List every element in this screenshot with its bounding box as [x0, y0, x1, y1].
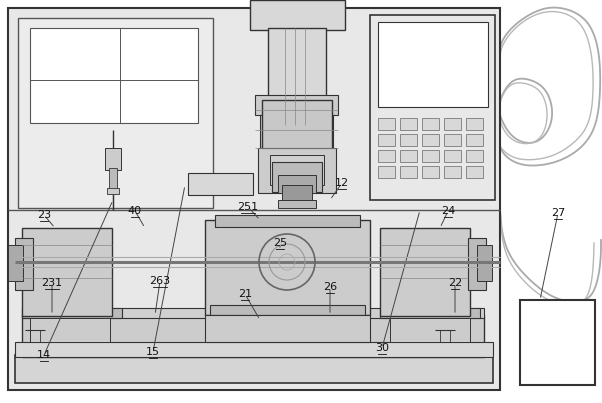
Text: 231: 231 [42, 278, 63, 288]
Bar [400, 150, 417, 162]
Bar [105, 148, 121, 170]
Bar [378, 134, 395, 146]
Bar [258, 148, 336, 193]
Bar [422, 150, 439, 162]
Bar [18, 18, 213, 208]
Bar [400, 118, 417, 130]
Bar [8, 8, 500, 390]
Bar [260, 115, 333, 175]
Text: 15: 15 [146, 347, 160, 357]
Bar [378, 166, 395, 178]
Bar [520, 300, 595, 385]
Text: 12: 12 [335, 178, 349, 188]
Bar [268, 28, 326, 153]
Text: 30: 30 [375, 343, 389, 353]
Text: 26: 26 [323, 282, 337, 292]
Bar [380, 228, 470, 316]
Bar [15, 342, 493, 357]
Bar [466, 166, 483, 178]
Bar [378, 118, 395, 130]
Bar [444, 134, 461, 146]
Bar [378, 22, 488, 107]
Bar [466, 118, 483, 130]
Bar [444, 150, 461, 162]
Bar [255, 95, 338, 115]
Bar [444, 118, 461, 130]
Bar [15, 238, 33, 290]
Bar [272, 162, 322, 192]
Text: 14: 14 [37, 350, 51, 360]
Bar [400, 134, 417, 146]
Bar [215, 215, 360, 227]
Bar [282, 185, 312, 203]
Text: 24: 24 [441, 206, 455, 216]
Bar [466, 134, 483, 146]
Bar [380, 308, 480, 318]
Bar [270, 155, 324, 185]
Bar [8, 245, 23, 281]
Bar [22, 315, 484, 357]
Text: 23: 23 [37, 210, 51, 220]
Bar [205, 220, 370, 315]
Bar [262, 100, 332, 180]
Bar [370, 15, 495, 200]
Text: 40: 40 [128, 206, 142, 216]
Bar [278, 200, 316, 208]
Bar [278, 175, 316, 193]
Bar [250, 0, 345, 30]
Bar [468, 238, 486, 290]
Bar [30, 318, 110, 342]
Bar [205, 315, 370, 342]
Bar [107, 188, 119, 194]
Bar [15, 355, 493, 383]
Text: 22: 22 [448, 278, 462, 288]
Bar [22, 228, 112, 316]
Text: 27: 27 [551, 208, 565, 218]
Bar [210, 305, 365, 315]
Bar [22, 308, 484, 318]
Text: 251: 251 [237, 202, 259, 212]
Text: 25: 25 [273, 238, 287, 248]
Bar [422, 134, 439, 146]
Bar [422, 166, 439, 178]
Bar [109, 168, 117, 190]
Text: 263: 263 [149, 276, 170, 286]
Bar [466, 150, 483, 162]
Bar [378, 150, 395, 162]
Bar [422, 118, 439, 130]
Bar [444, 166, 461, 178]
Bar [400, 166, 417, 178]
Bar [30, 28, 198, 123]
Bar [390, 318, 470, 342]
Text: 21: 21 [238, 289, 252, 299]
Bar [188, 173, 253, 195]
Bar [477, 245, 492, 281]
Bar [22, 308, 122, 318]
